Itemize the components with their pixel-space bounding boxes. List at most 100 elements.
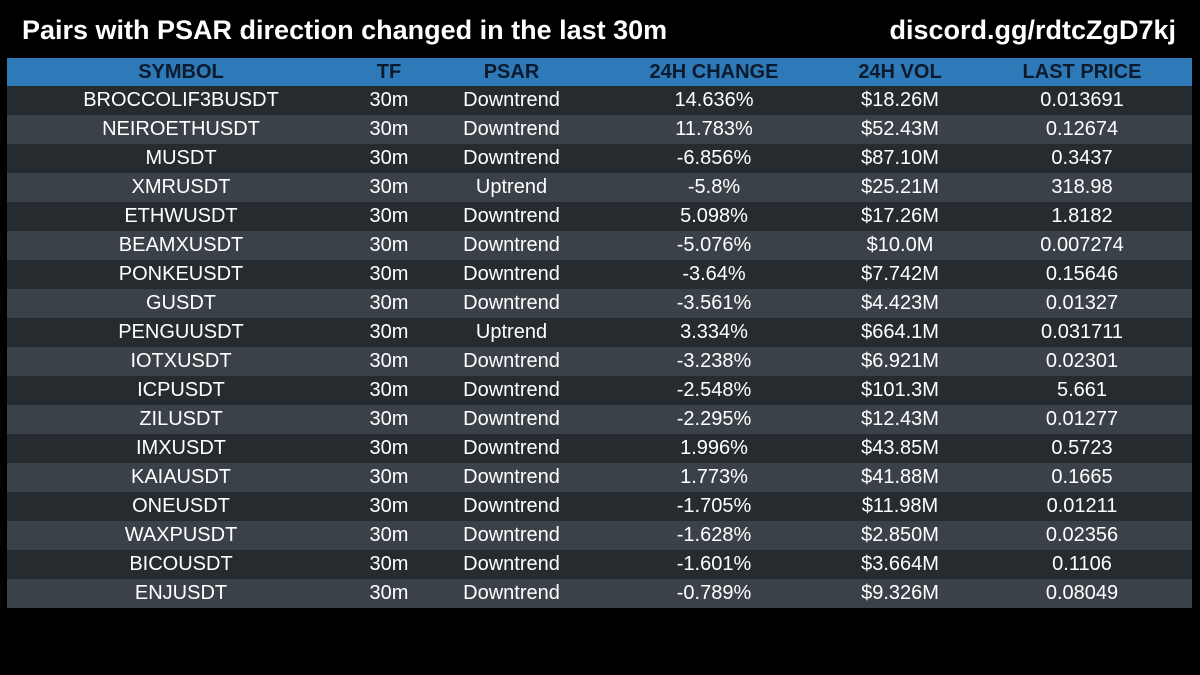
table-row[interactable]: ICPUSDT 30m Downtrend -2.548% $101.3M 5.661 <box>7 376 1192 405</box>
change-cell: 11.783% <box>675 118 753 140</box>
volume-cell: $9.326M <box>861 582 939 604</box>
symbol-cell: ENJUSDT <box>134 582 228 604</box>
table-row[interactable]: PENGUUSDT 30m Uptrend 3.334% $664.1M 0.031711 <box>7 318 1192 347</box>
table-row[interactable]: ENJUSDT 30m Downtrend -0.789% $9.326M 0.08049 <box>7 579 1192 608</box>
table-row[interactable]: IOTXUSDT 30m Downtrend -3.238% $6.921M 0.0230… <box>7 347 1192 376</box>
column-header-24h-change[interactable]: 24H CHANGE <box>649 60 779 83</box>
symbol-cell: ZILUSDT <box>139 408 223 430</box>
symbol-cell: IMXUSDT <box>136 437 226 459</box>
column-header-psar[interactable]: PSAR <box>483 60 540 83</box>
table-row[interactable]: NEIROETHUSDT 30m Downtrend 11.783% $52.43M 0.… <box>7 115 1192 144</box>
table-row[interactable]: WAXPUSDT 30m Downtrend -1.628% $2.850M 0.0235… <box>7 521 1192 550</box>
volume-cell: $7.742M <box>861 263 939 285</box>
column-header-symbol[interactable]: SYMBOL <box>138 60 224 83</box>
table-row[interactable]: ONEUSDT 30m Downtrend -1.705% $11.98M 0.01211 <box>7 492 1192 521</box>
symbol-cell: BICOUSDT <box>129 553 233 575</box>
symbol-cell: PENGUUSDT <box>118 321 244 343</box>
discord-link[interactable]: discord.gg/rdtcZgD7kj <box>889 15 1176 45</box>
symbol-cell: ICPUSDT <box>137 379 225 401</box>
tf-cell: 30m <box>369 205 409 227</box>
volume-cell: $11.98M <box>861 495 939 517</box>
table-row[interactable]: ETHWUSDT 30m Downtrend 5.098% $17.26M 1.8182 <box>7 202 1192 231</box>
symbol-cell: BROCCOLIF3BUSDT <box>83 89 279 111</box>
tf-cell: 30m <box>369 350 409 372</box>
price-cell: 0.02301 <box>1045 350 1119 372</box>
symbol-cell: ETHWUSDT <box>124 205 238 227</box>
psar-cell: Downtrend <box>463 408 560 430</box>
table-row[interactable]: BICOUSDT 30m Downtrend -1.601% $3.664M 0.1106 <box>7 550 1192 579</box>
psar-cell: Downtrend <box>463 495 560 517</box>
change-cell: -3.561% <box>676 292 752 314</box>
volume-cell: $4.423M <box>861 292 939 314</box>
volume-cell: $12.43M <box>861 408 939 430</box>
psar-cell: Downtrend <box>463 234 560 256</box>
psar-cell: Downtrend <box>463 350 560 372</box>
tf-cell: 30m <box>369 408 409 430</box>
tf-cell: 30m <box>369 553 409 575</box>
symbol-cell: PONKEUSDT <box>118 263 244 285</box>
page-title: Pairs with PSAR direction changed in the… <box>22 15 668 45</box>
price-cell: 0.01277 <box>1045 408 1119 430</box>
change-cell: 14.636% <box>674 89 754 111</box>
tf-cell: 30m <box>369 147 409 169</box>
tf-cell: 30m <box>369 466 409 488</box>
tf-cell: 30m <box>369 582 409 604</box>
table-row[interactable]: GUSDT 30m Downtrend -3.561% $4.423M 0.01327 <box>7 289 1192 318</box>
change-cell: -6.856% <box>676 147 752 169</box>
tf-cell: 30m <box>369 263 409 285</box>
change-cell: 5.098% <box>680 205 748 227</box>
table-row[interactable]: IMXUSDT 30m Downtrend 1.996% $43.85M 0.5723 <box>7 434 1192 463</box>
psar-cell: Uptrend <box>475 176 548 198</box>
change-cell: -1.628% <box>676 524 752 546</box>
symbol-cell: WAXPUSDT <box>124 524 238 546</box>
table-row[interactable]: BEAMXUSDT 30m Downtrend -5.076% $10.0M 0.0072… <box>7 231 1192 260</box>
column-header-tf[interactable]: TF <box>376 60 402 83</box>
price-cell: 0.01211 <box>1046 495 1118 517</box>
table-row[interactable]: KAIAUSDT 30m Downtrend 1.773% $41.88M 0.1665 <box>7 463 1192 492</box>
price-cell: 318.98 <box>1051 176 1113 198</box>
psar-cell: Downtrend <box>463 263 560 285</box>
symbol-cell: GUSDT <box>146 292 216 314</box>
change-cell: -3.64% <box>682 263 746 285</box>
volume-cell: $41.88M <box>861 466 939 488</box>
price-cell: 0.1106 <box>1052 553 1112 575</box>
volume-cell: $3.664M <box>861 553 939 575</box>
symbol-cell: ONEUSDT <box>132 495 230 517</box>
price-cell: 5.661 <box>1056 379 1108 401</box>
change-cell: -1.705% <box>676 495 752 517</box>
price-cell: 0.5723 <box>1051 437 1113 459</box>
table-row[interactable]: PONKEUSDT 30m Downtrend -3.64% $7.742M 0.1564… <box>7 260 1192 289</box>
change-cell: -5.8% <box>687 176 741 198</box>
volume-cell: $52.43M <box>861 118 939 140</box>
psar-cell: Downtrend <box>463 524 560 546</box>
volume-cell: $17.26M <box>861 205 939 227</box>
symbol-cell: XMRUSDT <box>131 176 231 198</box>
table-row[interactable]: ZILUSDT 30m Downtrend -2.295% $12.43M 0.01277 <box>7 405 1192 434</box>
volume-cell: $6.921M <box>861 350 939 372</box>
table-row[interactable]: MUSDT 30m Downtrend -6.856% $87.10M 0.3437 <box>7 144 1192 173</box>
page-header: Pairs with PSAR direction changed in the… <box>0 0 1200 60</box>
change-cell: -5.076% <box>676 234 752 256</box>
price-cell: 1.8182 <box>1051 205 1113 227</box>
volume-cell: $18.26M <box>861 89 939 111</box>
psar-cell: Downtrend <box>463 118 560 140</box>
symbol-cell: IOTXUSDT <box>130 350 232 372</box>
psar-cell: Downtrend <box>463 89 560 111</box>
volume-cell: $10.0M <box>866 234 934 256</box>
symbol-cell: MUSDT <box>145 147 217 169</box>
tf-cell: 30m <box>369 234 409 256</box>
tf-cell: 30m <box>369 321 409 343</box>
price-cell: 0.15646 <box>1045 263 1119 285</box>
price-cell: 0.3437 <box>1051 147 1113 169</box>
symbol-cell: KAIAUSDT <box>130 466 232 488</box>
table-row[interactable]: XMRUSDT 30m Uptrend -5.8% $25.21M 318.98 <box>7 173 1192 202</box>
tf-cell: 30m <box>369 292 409 314</box>
column-header-last-price[interactable]: LAST PRICE <box>1022 60 1142 83</box>
tf-cell: 30m <box>369 118 409 140</box>
price-cell: 0.12674 <box>1045 118 1119 140</box>
tf-cell: 30m <box>369 176 409 198</box>
column-header-24h-vol[interactable]: 24H VOL <box>858 60 942 83</box>
change-cell: 1.996% <box>680 437 748 459</box>
tf-cell: 30m <box>369 524 409 546</box>
table-row[interactable]: BROCCOLIF3BUSDT 30m Downtrend 14.636% $18.26… <box>7 86 1192 115</box>
